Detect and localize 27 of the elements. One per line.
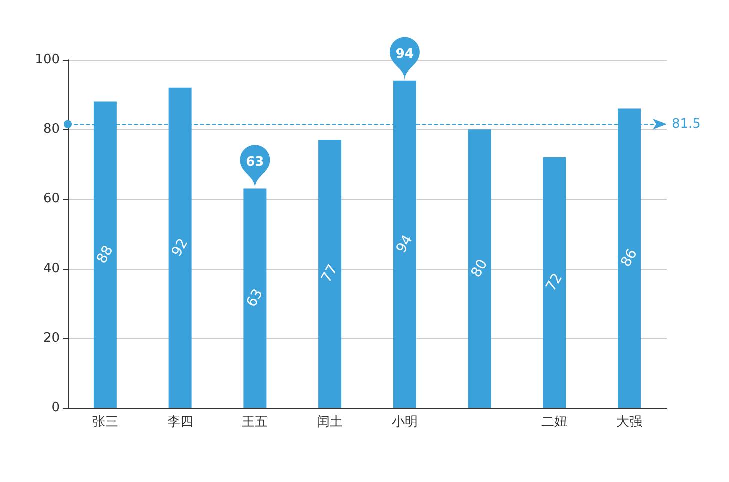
x-tick-label: 小明 — [392, 415, 418, 430]
y-tick-label: 40 — [43, 261, 60, 276]
x-tick-label: 大强 — [616, 415, 643, 430]
bar — [468, 130, 492, 408]
x-tick-label: 王五 — [242, 415, 268, 430]
data-label: 86 — [618, 246, 641, 270]
x-tick-label: 张三 — [92, 415, 118, 430]
annotation: 63 — [246, 155, 264, 170]
data-label: 63 — [244, 286, 267, 310]
annotation: 94 — [394, 232, 416, 256]
y-tick-label: 0 — [52, 400, 60, 416]
data-label: 72 — [543, 271, 566, 294]
x-tick-label: 二妞 — [542, 415, 568, 430]
data-label: 80 — [468, 257, 492, 281]
bar — [543, 157, 566, 408]
data-label: 94 — [396, 47, 414, 62]
data-label: 88 — [94, 243, 117, 267]
x-tick-label: 李四 — [167, 415, 194, 430]
y-tick-label: 100 — [35, 52, 60, 68]
data-label: 92 — [168, 236, 192, 260]
y-tick-label: 20 — [43, 330, 60, 346]
ref-line-label: 81.5 — [672, 116, 701, 132]
bar — [318, 140, 342, 408]
y-tick-label: 80 — [43, 122, 60, 138]
data-label: 77 — [318, 262, 342, 286]
x-tick-label: 闰土 — [317, 415, 344, 430]
y-tick-label: 60 — [43, 192, 60, 207]
